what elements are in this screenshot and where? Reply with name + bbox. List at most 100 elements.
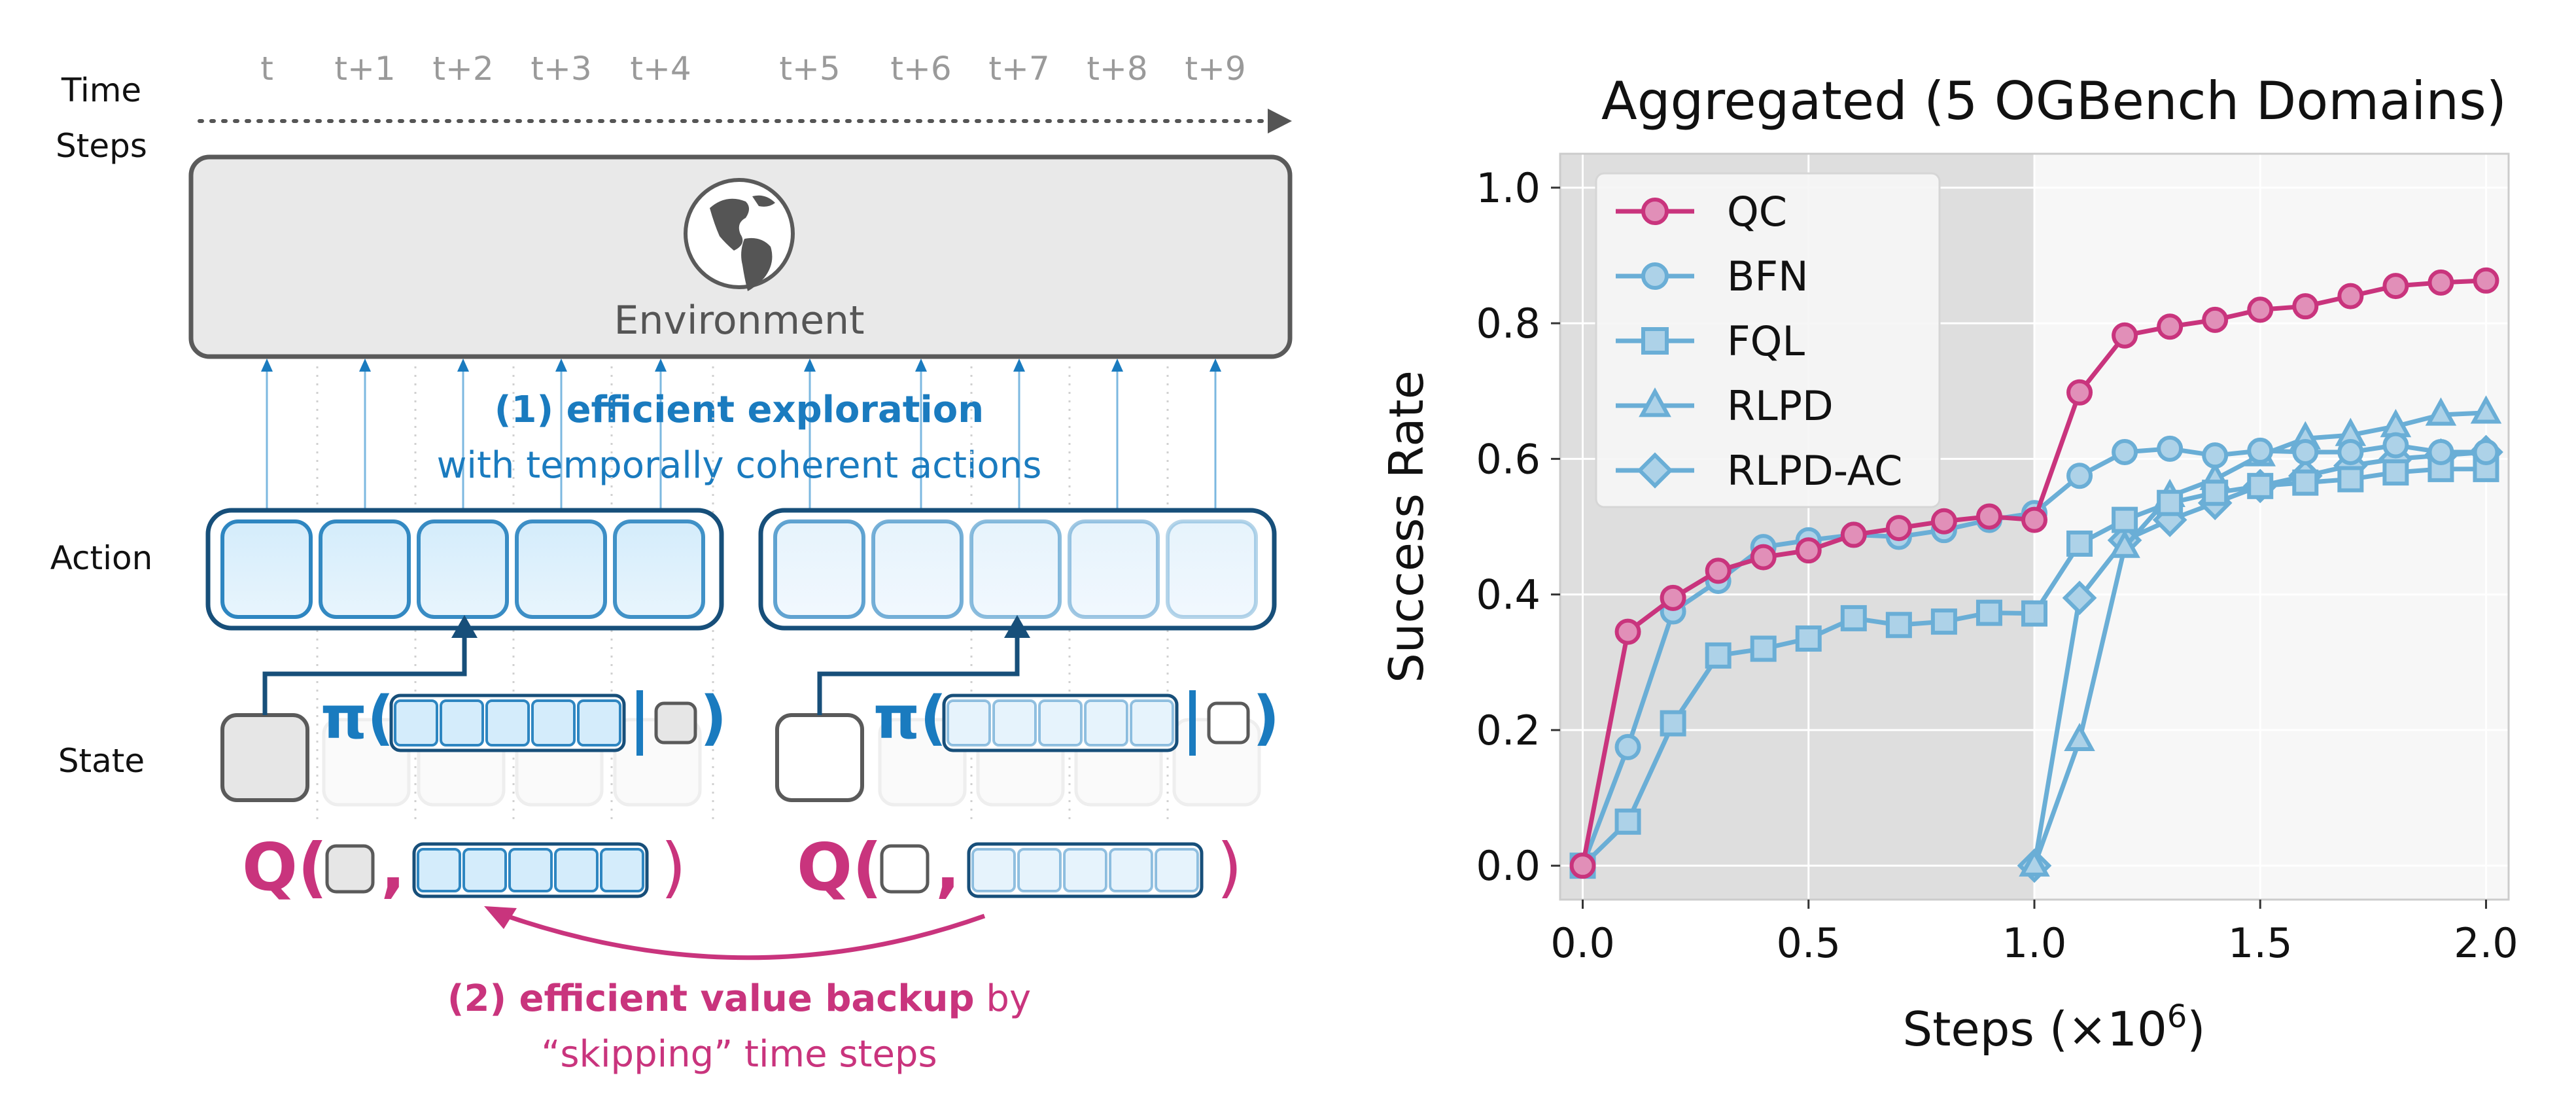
policy-close-2: ) bbox=[1253, 684, 1279, 752]
data-point-circle bbox=[1705, 557, 1732, 584]
mini-action-cell bbox=[485, 699, 530, 747]
x-axis-label-exponent: 6 bbox=[2167, 998, 2187, 1035]
action-arrowhead bbox=[1111, 359, 1123, 372]
data-point-circle bbox=[1641, 262, 1669, 290]
action-cell bbox=[515, 519, 607, 619]
policy-expression-2: π( ) bbox=[873, 684, 1279, 756]
mini-action-cell bbox=[508, 848, 553, 892]
time-axis-label-2: Steps bbox=[56, 127, 147, 165]
data-point-square bbox=[1930, 608, 1957, 635]
policy-symbol-1: π( bbox=[321, 684, 394, 752]
mini-action-cell bbox=[600, 848, 644, 892]
data-point-circle bbox=[1614, 733, 1641, 760]
data-point-circle bbox=[1660, 584, 1686, 611]
data-point-square bbox=[1705, 642, 1732, 669]
q-comma-2: , bbox=[935, 829, 960, 905]
diagram-panel: Time Steps t t+1 t+2 t+3 t+4 t+5 t+6 t+7 t+8 t+9 … bbox=[50, 50, 1293, 1076]
data-point-circle bbox=[2473, 267, 2499, 294]
time-step-label: t+9 bbox=[1185, 50, 1245, 88]
y-tick-label: 1.0 bbox=[1476, 164, 1540, 212]
data-point-square bbox=[1641, 327, 1669, 355]
data-point-circle bbox=[2428, 269, 2454, 296]
time-step-label: t+6 bbox=[890, 50, 951, 88]
action-cell bbox=[1068, 519, 1160, 619]
data-point-square bbox=[2202, 480, 2229, 506]
policy-state-2 bbox=[1207, 701, 1250, 745]
x-tick-label: 1.5 bbox=[2228, 919, 2293, 967]
action-cell bbox=[1166, 519, 1258, 619]
value-backup-arrow bbox=[496, 910, 986, 960]
data-point-circle bbox=[2292, 293, 2319, 320]
chart-series bbox=[1569, 267, 2503, 883]
data-point-circle bbox=[2112, 322, 2138, 349]
chart-title: Aggregated (5 OGBench Domains) bbox=[1601, 71, 2507, 132]
mini-action-cell bbox=[1084, 699, 1128, 747]
value-backup-arrowhead bbox=[484, 906, 517, 929]
time-step-label: t+4 bbox=[630, 50, 691, 88]
mini-action-cell bbox=[1155, 848, 1199, 892]
action-cell bbox=[969, 519, 1062, 619]
mini-action-cell bbox=[554, 848, 599, 892]
q-close-1: ) bbox=[661, 829, 686, 905]
time-step-label: t+3 bbox=[531, 50, 591, 88]
success-rate-chart: Aggregated (5 OGBench Domains) 0.0 0.5 1.0… bbox=[1379, 71, 2518, 1057]
x-axis-label: Steps (×106) bbox=[1902, 998, 2205, 1057]
policy-expression-1: π( ) bbox=[321, 684, 727, 756]
time-step-label: t+7 bbox=[988, 50, 1049, 88]
data-point-circle bbox=[2066, 379, 2093, 406]
q-expression-1: Q( , ) bbox=[242, 829, 686, 905]
legend-frame bbox=[1595, 172, 1941, 508]
data-point-square bbox=[1660, 710, 1686, 737]
time-step-label: t+1 bbox=[334, 50, 395, 88]
action-arrowhead bbox=[1013, 359, 1025, 372]
action-chunks bbox=[205, 508, 1277, 631]
data-point-triangle bbox=[2064, 722, 2095, 752]
q-state-2 bbox=[880, 844, 930, 894]
mini-action-cell bbox=[417, 848, 461, 892]
data-point-diamond bbox=[1637, 452, 1673, 489]
policy-arrowhead-2 bbox=[1004, 615, 1030, 638]
data-point-triangle bbox=[2109, 529, 2140, 558]
y-tick-label: 0.8 bbox=[1476, 300, 1540, 347]
data-point-square bbox=[2021, 600, 2047, 627]
action-cell bbox=[773, 519, 865, 619]
q-symbol-2: Q( bbox=[797, 829, 882, 905]
data-point-circle bbox=[2202, 442, 2229, 469]
data-point-square bbox=[2112, 506, 2138, 533]
backup-suffix: by bbox=[975, 977, 1032, 1020]
data-point-circle bbox=[2292, 439, 2319, 465]
exploration-title: (1) efficient exploration bbox=[495, 389, 984, 431]
data-point-circle bbox=[1795, 537, 1822, 564]
data-point-circle bbox=[2021, 506, 2047, 533]
environment-label: Environment bbox=[614, 298, 864, 343]
action-arrowhead bbox=[804, 359, 816, 372]
action-arrowhead bbox=[915, 359, 927, 372]
state-box-t bbox=[220, 713, 309, 802]
backup-title: (2) efficient value backup bbox=[447, 977, 975, 1020]
mini-action-cell bbox=[531, 699, 576, 747]
action-arrowhead bbox=[655, 359, 667, 372]
q-close-2: ) bbox=[1217, 829, 1242, 905]
data-point-square bbox=[2157, 489, 2184, 516]
mini-action-cell bbox=[394, 699, 438, 747]
data-point-circle bbox=[1614, 618, 1641, 645]
data-point-circle bbox=[1930, 508, 1957, 535]
data-point-square bbox=[2337, 466, 2364, 493]
axis-ticks: 0.0 0.5 1.0 1.5 2.0 0.0 0.2 0.4 0.6 0.8 1.0 bbox=[1476, 164, 2518, 967]
globe-icon bbox=[684, 178, 795, 291]
q-expression-2: Q( , ) bbox=[797, 829, 1242, 905]
policy-close-1: ) bbox=[700, 684, 727, 752]
data-point-circle bbox=[2473, 439, 2499, 465]
legend-item: RLPD bbox=[1616, 382, 1834, 430]
action-arrowhead bbox=[1210, 359, 1221, 372]
action-cell bbox=[417, 519, 509, 619]
mini-action-cell bbox=[992, 699, 1037, 747]
backup-text: (2) efficient value backup by bbox=[447, 977, 1031, 1020]
data-point-triangle bbox=[2425, 397, 2457, 426]
data-point-square bbox=[1976, 599, 2002, 626]
data-point-triangle bbox=[2019, 848, 2050, 877]
action-arrowhead bbox=[457, 359, 469, 372]
data-point-circle bbox=[2382, 273, 2409, 300]
data-point-square bbox=[1795, 625, 1822, 652]
legend-label: RLPD bbox=[1727, 382, 1834, 430]
